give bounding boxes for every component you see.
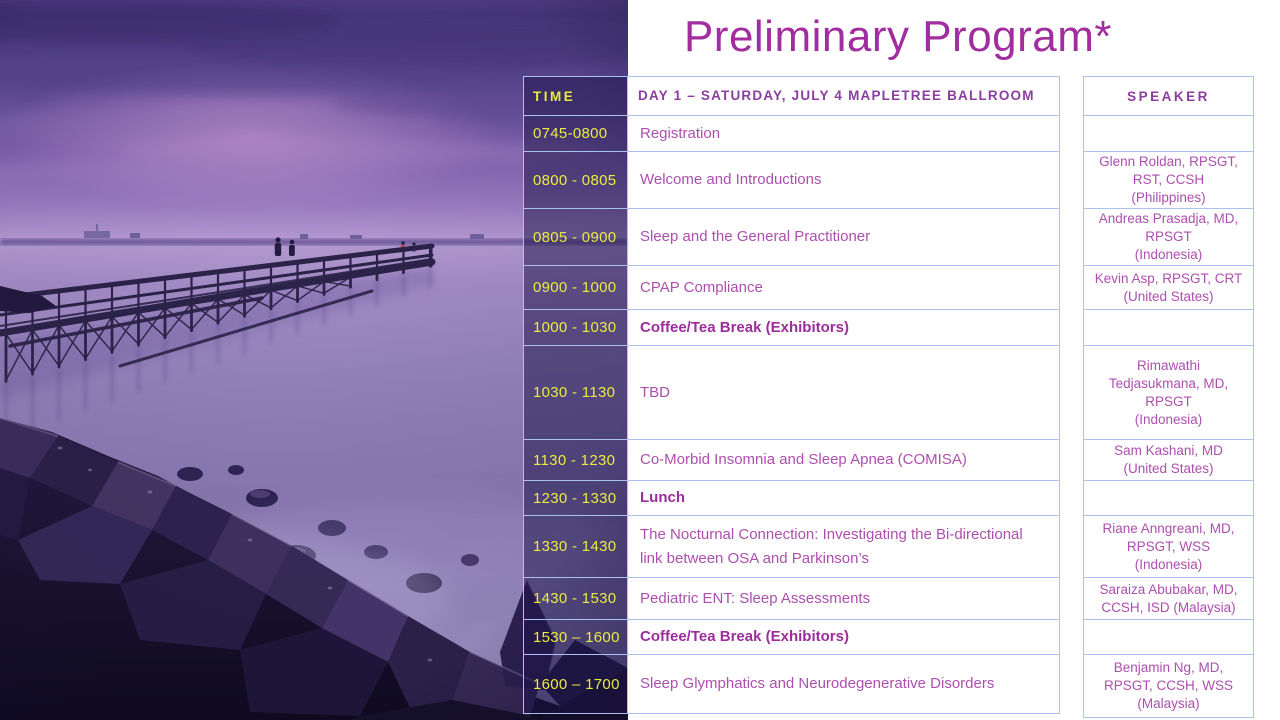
program-row: 1230 - 1330 Lunch [523, 480, 1060, 516]
program-row: 1530 – 1600 Coffee/Tea Break (Exhibitors… [523, 619, 1060, 655]
session-cell: Sleep and the General Practitioner [627, 208, 1060, 266]
program-row: 1430 - 1530 Pediatric ENT: Sleep Assessm… [523, 577, 1060, 620]
time-cell: 1600 – 1700 [523, 654, 628, 714]
session-cell: Welcome and Introductions [627, 151, 1060, 209]
speaker-country: (United States) [1123, 461, 1214, 476]
speaker-row [1083, 480, 1254, 516]
session-cell: Lunch [627, 480, 1060, 516]
speaker-row [1083, 619, 1254, 655]
time-column-header: TIME [523, 76, 628, 116]
program-row: 0805 - 0900 Sleep and the General Practi… [523, 208, 1060, 266]
speaker-name: Sam Kashani, MD [1114, 443, 1223, 458]
speaker-country: (Indonesia) [1134, 556, 1203, 572]
speaker-name: Glenn Roldan, RPSGT, RST, CCSH [1099, 154, 1238, 187]
speaker-row [1083, 309, 1254, 346]
speaker-name: Andreas Prasadja, MD, RPSGT [1098, 211, 1239, 244]
speaker-cell: Glenn Roldan, RPSGT, RST, CCSH (Philippi… [1083, 151, 1254, 209]
session-cell: CPAP Compliance [627, 265, 1060, 310]
time-cell: 1030 - 1130 [523, 345, 628, 440]
program-row: 0900 - 1000 CPAP Compliance [523, 265, 1060, 310]
session-cell: Registration [627, 115, 1060, 152]
session-cell: Coffee/Tea Break (Exhibitors) [627, 619, 1060, 655]
speaker-cell [1083, 619, 1254, 655]
speaker-country: (Indonesia) [1134, 411, 1203, 427]
time-cell: 0900 - 1000 [523, 265, 628, 310]
time-cell: 1130 - 1230 [523, 439, 628, 481]
program-row: 1130 - 1230 Co-Morbid Insomnia and Sleep… [523, 439, 1060, 481]
speaker-row: Rimawathi Tedjasukmana, MD, RPSGT (Indon… [1083, 345, 1254, 440]
speaker-row: Andreas Prasadja, MD, RPSGT (Indonesia) [1083, 208, 1254, 266]
speaker-row: Saraiza Abubakar, MD, CCSH, ISD (Malaysi… [1083, 577, 1254, 620]
session-cell: Coffee/Tea Break (Exhibitors) [627, 309, 1060, 346]
time-cell: 0805 - 0900 [523, 208, 628, 266]
session-cell: Co-Morbid Insomnia and Sleep Apnea (COMI… [627, 439, 1060, 481]
slide-title: Preliminary Program* [683, 12, 1113, 61]
speaker-column-header: SPEAKER [1083, 76, 1254, 116]
speaker-row: Riane Anngreani, MD, RPSGT, WSS (Indones… [1083, 515, 1254, 578]
speaker-name: Rimawathi Tedjasukmana, MD, RPSGT [1108, 357, 1229, 409]
time-cell: 0745-0800 [523, 115, 628, 152]
session-cell: Sleep Glymphatics and Neurodegenerative … [627, 654, 1060, 714]
program-header-row: TIME DAY 1 – SATURDAY, JULY 4 MAPLETREE … [523, 76, 1060, 116]
program-row: 0800 - 0805 Welcome and Introductions [523, 151, 1060, 209]
program-table: TIME DAY 1 – SATURDAY, JULY 4 MAPLETREE … [523, 76, 1060, 714]
speaker-name: Riane Anngreani, MD, RPSGT, WSS [1102, 520, 1235, 554]
speaker-row: Kevin Asp, RPSGT, CRT (United States) [1083, 265, 1254, 310]
speaker-country: (Malaysia) [1137, 696, 1200, 711]
speaker-row: Glenn Roldan, RPSGT, RST, CCSH (Philippi… [1083, 151, 1254, 209]
session-cell: Pediatric ENT: Sleep Assessments [627, 577, 1060, 620]
speaker-cell: Saraiza Abubakar, MD, CCSH, ISD (Malaysi… [1083, 577, 1254, 620]
speaker-cell [1083, 115, 1254, 152]
time-cell: 1330 - 1430 [523, 515, 628, 578]
speaker-cell: Sam Kashani, MD (United States) [1083, 439, 1254, 481]
speaker-name: Kevin Asp, RPSGT, CRT [1094, 270, 1243, 286]
speaker-country: (Philippines) [1131, 190, 1206, 205]
pier-photo-image [0, 0, 628, 720]
program-row: 0745-0800 Registration [523, 115, 1060, 152]
program-row: 1330 - 1430 The Nocturnal Connection: In… [523, 515, 1060, 578]
speaker-cell: Kevin Asp, RPSGT, CRT (United States) [1083, 265, 1254, 310]
speaker-cell [1083, 480, 1254, 516]
time-cell: 1000 - 1030 [523, 309, 628, 346]
speaker-cell: Rimawathi Tedjasukmana, MD, RPSGT (Indon… [1083, 345, 1254, 440]
speaker-row: Sam Kashani, MD (United States) [1083, 439, 1254, 481]
speaker-name: Benjamin Ng, MD, RPSGT, CCSH, WSS [1103, 660, 1233, 693]
time-cell: 1230 - 1330 [523, 480, 628, 516]
day-column-header: DAY 1 – SATURDAY, JULY 4 MAPLETREE BALLR… [627, 76, 1060, 116]
time-cell: 1530 – 1600 [523, 619, 628, 655]
speaker-header-row: SPEAKER [1083, 76, 1254, 116]
speaker-cell: Riane Anngreani, MD, RPSGT, WSS (Indones… [1083, 515, 1254, 578]
speaker-name: Saraiza Abubakar, MD, CCSH, ISD (Malaysi… [1099, 581, 1238, 615]
speaker-cell [1083, 309, 1254, 346]
time-cell: 1430 - 1530 [523, 577, 628, 620]
speaker-row: Benjamin Ng, MD, RPSGT, CCSH, WSS (Malay… [1083, 654, 1254, 718]
session-cell: The Nocturnal Connection: Investigating … [627, 515, 1060, 578]
speaker-row [1083, 115, 1254, 152]
time-cell: 0800 - 0805 [523, 151, 628, 209]
speaker-table: SPEAKER Glenn Roldan, RPSGT, RST, CCSH (… [1083, 76, 1254, 718]
speaker-country: (Indonesia) [1134, 247, 1203, 262]
session-cell: TBD [627, 345, 1060, 440]
speaker-cell: Benjamin Ng, MD, RPSGT, CCSH, WSS (Malay… [1083, 654, 1254, 718]
program-row: 1600 – 1700 Sleep Glymphatics and Neurod… [523, 654, 1060, 714]
speaker-cell: Andreas Prasadja, MD, RPSGT (Indonesia) [1083, 208, 1254, 266]
program-row: 1000 - 1030 Coffee/Tea Break (Exhibitors… [523, 309, 1060, 346]
program-row: 1030 - 1130 TBD [523, 345, 1060, 440]
speaker-country: (United States) [1123, 288, 1214, 304]
